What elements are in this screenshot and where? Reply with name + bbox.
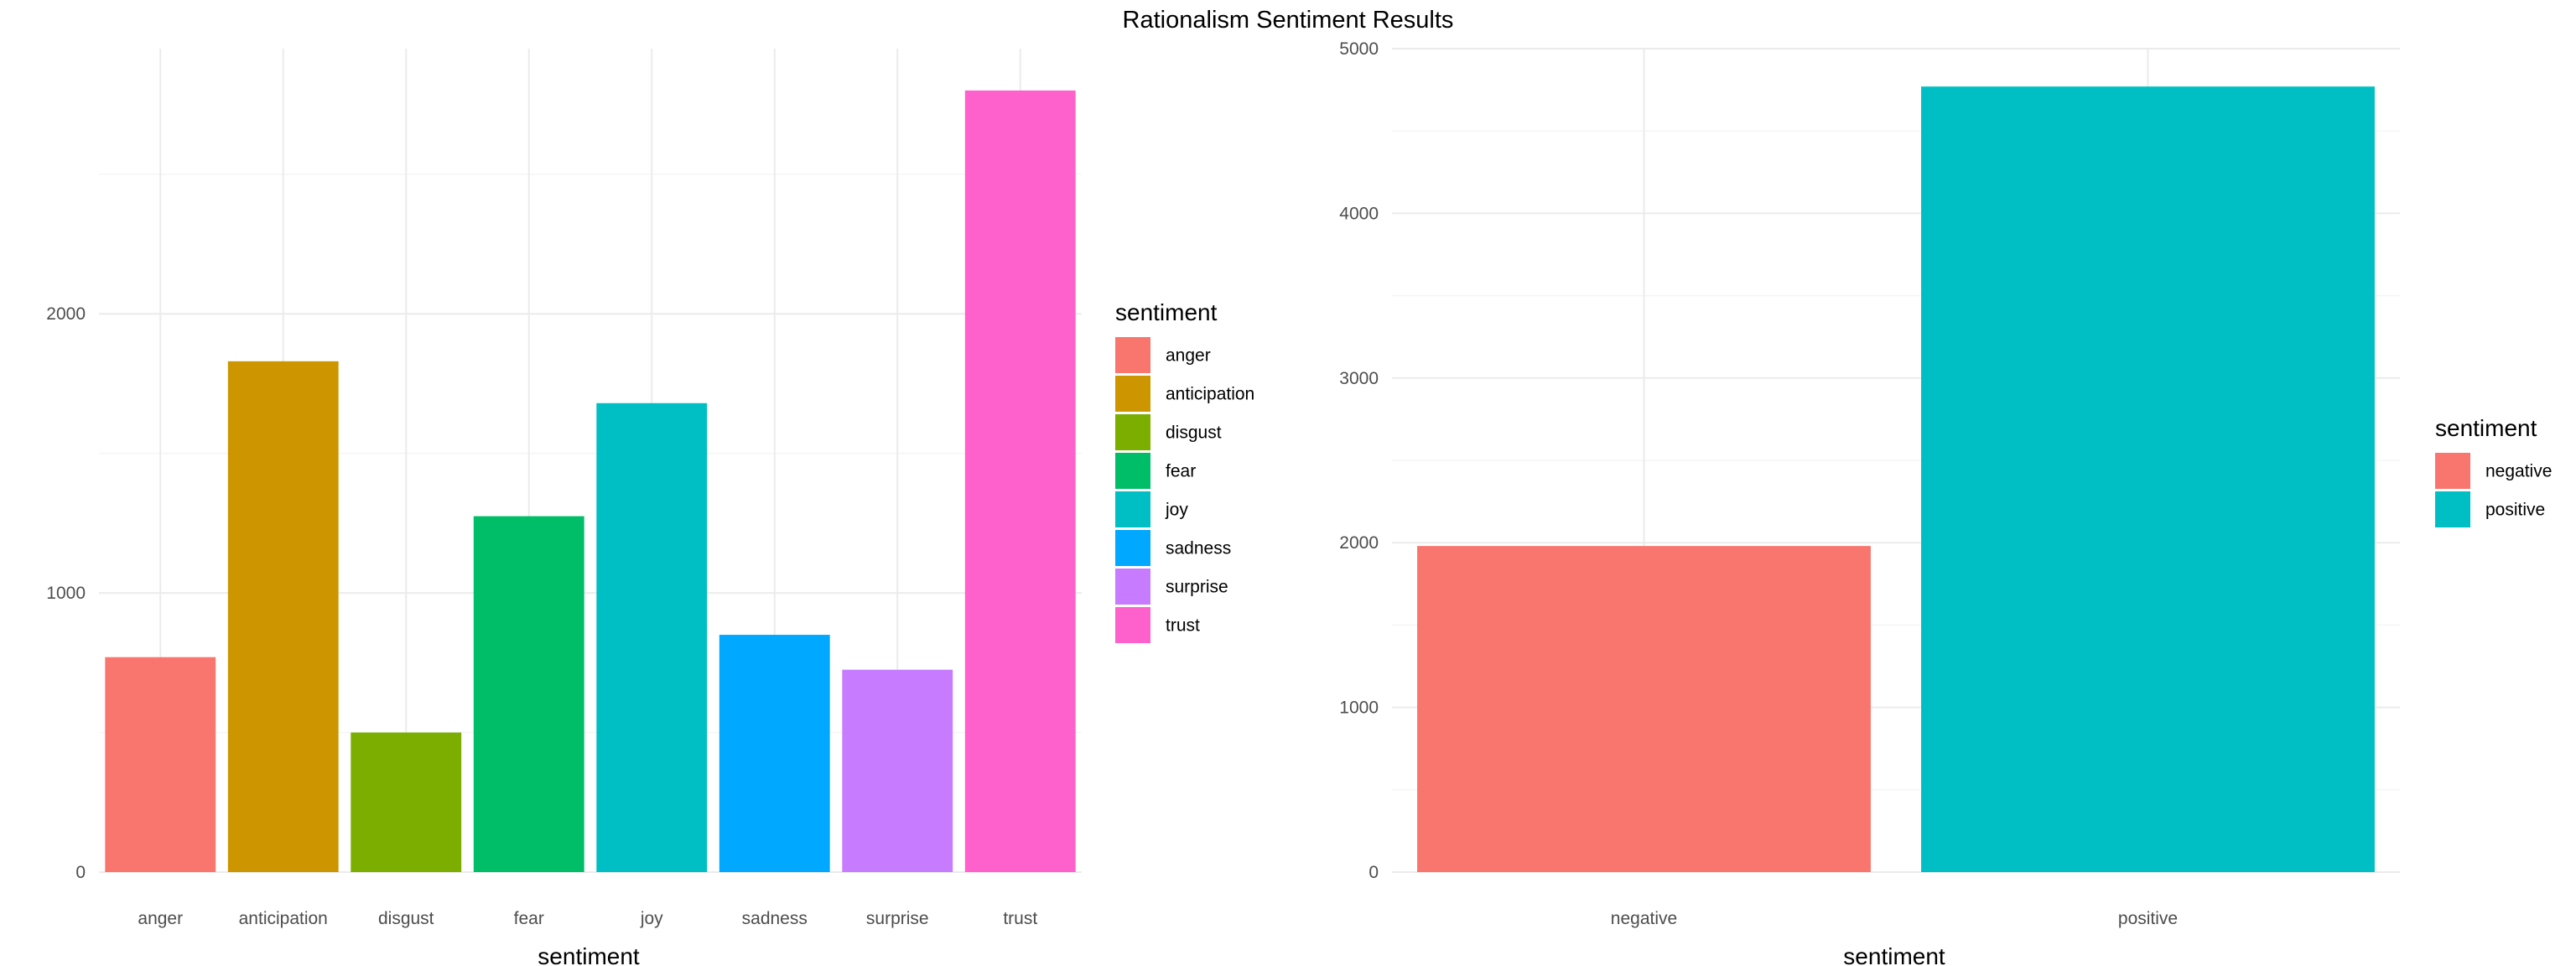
- x-tick-label: anger: [138, 909, 183, 928]
- x-tick-label: surprise: [866, 909, 929, 928]
- x-tick-label: positive: [2118, 909, 2178, 928]
- x-tick-label: joy: [640, 909, 663, 928]
- bar-anger: [105, 657, 216, 872]
- legend-key-positive: [2435, 491, 2470, 527]
- y-tick-labels: 0 1000 2000 3000 4000 5000: [1339, 39, 1379, 882]
- legend-title: sentiment: [1115, 299, 1218, 325]
- bars: [105, 90, 1076, 873]
- y-tick-label: 3000: [1339, 369, 1379, 388]
- bar-trust: [964, 90, 1076, 873]
- x-axis-title: sentiment: [1843, 943, 1945, 966]
- legend-key-joy: [1115, 491, 1150, 527]
- x-tick-label: trust: [1003, 909, 1037, 928]
- y-tick-label: 2000: [1339, 533, 1379, 553]
- legend-label: surprise: [1166, 578, 1228, 597]
- bar-positive: [1921, 86, 2375, 872]
- legend: sentiment negative positive: [2435, 415, 2552, 527]
- y-tick-label: 0: [1368, 863, 1379, 882]
- legend-label: disgust: [1166, 423, 1222, 443]
- legend-label: trust: [1166, 616, 1200, 636]
- legend-key-anger: [1115, 337, 1150, 373]
- bar-fear: [473, 516, 584, 872]
- y-tick-label: 2000: [46, 304, 86, 324]
- legend-label: anger: [1166, 346, 1211, 366]
- legend-label: negative: [2485, 462, 2552, 481]
- bar-sadness: [719, 635, 830, 872]
- legend-key-sadness: [1115, 530, 1150, 566]
- legend-label: joy: [1165, 501, 1188, 520]
- y-tick-label: 0: [75, 863, 86, 882]
- x-tick-label: negative: [1611, 909, 1677, 928]
- y-tick-label: 1000: [46, 584, 86, 603]
- legend-key-fear: [1115, 453, 1150, 489]
- legend-label: positive: [2485, 501, 2545, 520]
- x-axis-title: sentiment: [538, 943, 640, 966]
- emotion-bar-chart: 0 1000 2000 anger anticipation disgust fear joy…: [46, 49, 1254, 966]
- x-tick-label: anticipation: [239, 909, 328, 928]
- bar-disgust: [351, 732, 462, 872]
- bar-surprise: [842, 669, 953, 872]
- y-tick-label: 5000: [1339, 39, 1379, 59]
- bar-joy: [596, 402, 708, 873]
- legend-key-surprise: [1115, 569, 1150, 605]
- bars: [1417, 86, 2375, 872]
- y-tick-label: 4000: [1339, 204, 1379, 223]
- legend-label: sadness: [1166, 539, 1231, 558]
- legend-key-anticipation: [1115, 376, 1150, 412]
- bar-negative: [1417, 546, 1871, 872]
- y-tick-label: 1000: [1339, 699, 1379, 718]
- legend-key-disgust: [1115, 414, 1150, 450]
- y-tick-labels: 0 1000 2000: [46, 304, 86, 882]
- legend-key-trust: [1115, 607, 1150, 643]
- x-tick-labels: anger anticipation disgust fear joy sadness su…: [138, 909, 1037, 928]
- legend-label: fear: [1166, 462, 1196, 481]
- legend-title: sentiment: [2435, 415, 2537, 441]
- x-tick-label: sadness: [742, 909, 808, 928]
- legend: sentiment anger anticipation disgust fear joy…: [1115, 299, 1254, 643]
- legend-label: anticipation: [1166, 385, 1254, 404]
- x-tick-labels: negative positive: [1611, 909, 2178, 928]
- x-tick-label: disgust: [378, 909, 434, 928]
- legend-key-negative: [2435, 453, 2470, 489]
- bar-anticipation: [227, 361, 339, 872]
- figure-title: Rationalism Sentiment Results: [1123, 7, 1454, 34]
- x-tick-label: fear: [514, 909, 544, 928]
